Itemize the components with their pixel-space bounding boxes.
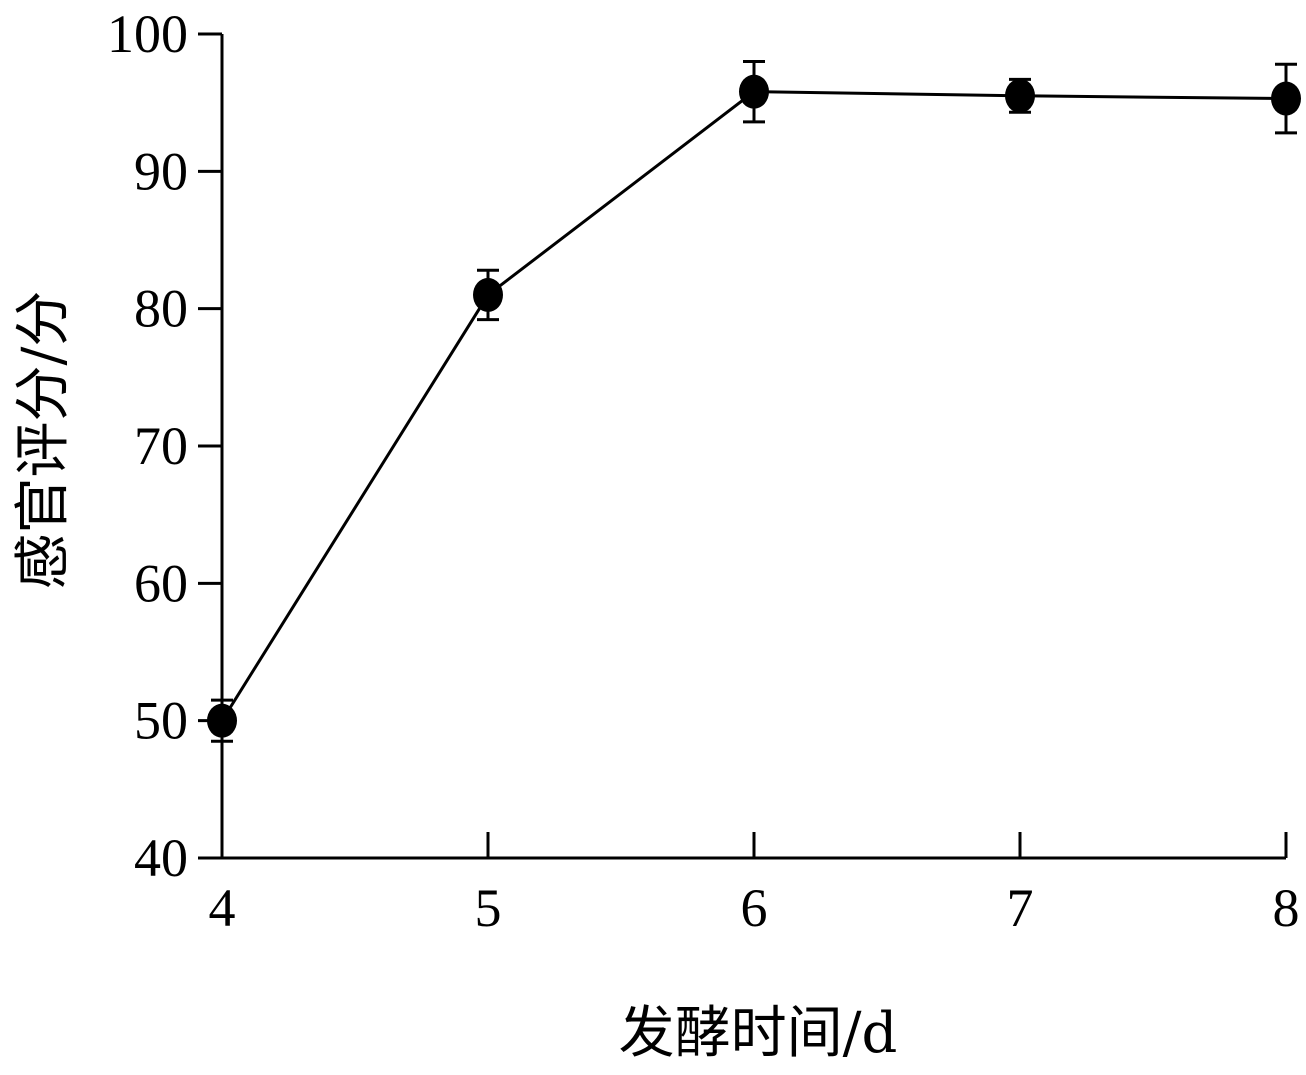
x-ticks: 4 5 6 7 8 bbox=[209, 832, 1300, 938]
axes bbox=[220, 34, 1286, 860]
data-point bbox=[1005, 78, 1035, 113]
x-tick-label: 6 bbox=[741, 878, 768, 938]
x-axis-title: 发酵时间/d bbox=[619, 1001, 898, 1066]
x-tick-label: 7 bbox=[1007, 878, 1034, 938]
series-group bbox=[207, 59, 1301, 743]
y-tick-label: 60 bbox=[134, 553, 188, 613]
data-point bbox=[1271, 81, 1301, 116]
y-axis-title: 感官评分/分 bbox=[11, 291, 76, 590]
y-ticks: 40 50 60 70 80 90 100 bbox=[107, 4, 222, 888]
y-tick-label: 90 bbox=[134, 141, 188, 201]
y-tick-label: 100 bbox=[107, 4, 188, 64]
y-tick-label: 80 bbox=[134, 279, 188, 339]
y-tick-label: 40 bbox=[134, 828, 188, 888]
data-point bbox=[739, 74, 769, 109]
y-tick-label: 50 bbox=[134, 691, 188, 751]
x-tick-label: 5 bbox=[475, 878, 502, 938]
x-tick-label: 4 bbox=[209, 878, 236, 938]
data-point bbox=[473, 277, 503, 312]
series-line bbox=[220, 90, 1287, 722]
data-point bbox=[207, 703, 237, 738]
x-tick-label: 8 bbox=[1273, 878, 1300, 938]
y-tick-label: 70 bbox=[134, 416, 188, 476]
